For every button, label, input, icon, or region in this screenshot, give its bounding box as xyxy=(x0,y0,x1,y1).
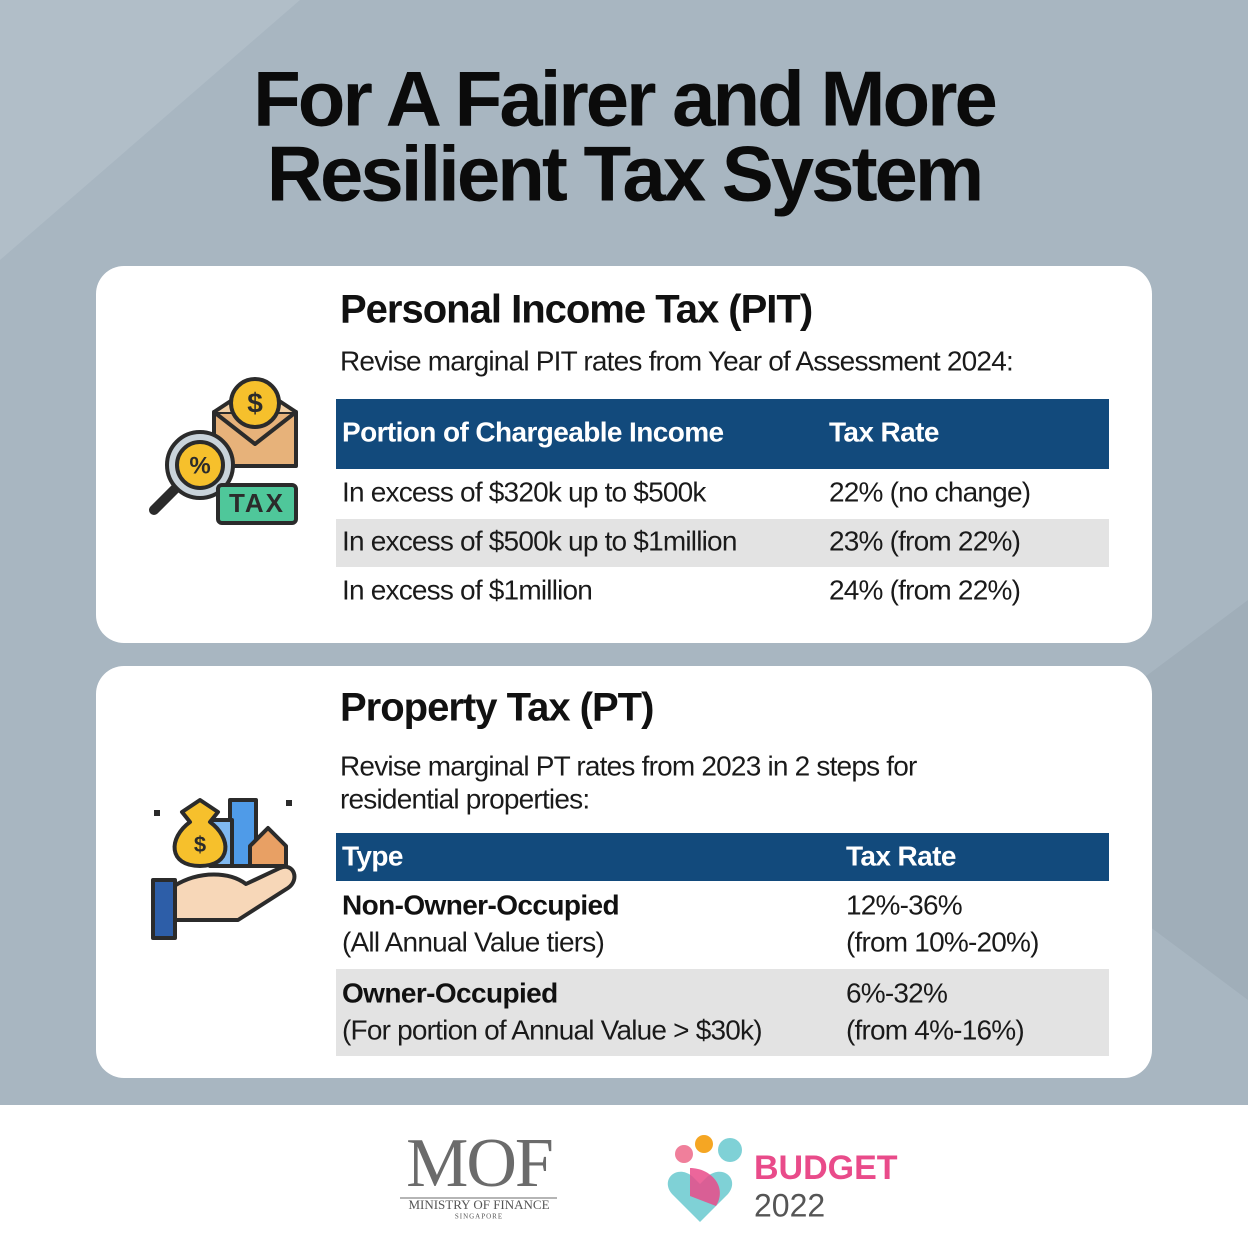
title: Resilient Tax System xyxy=(267,130,982,218)
footer xyxy=(0,1105,1248,1248)
table-header-cell: Tax Rate xyxy=(829,416,939,447)
table-header-cell: Tax Rate xyxy=(846,840,956,871)
table-cell: (from 4%-16%) xyxy=(846,1014,1024,1045)
table-cell: Owner-Occupied xyxy=(342,977,558,1008)
table-row-shade xyxy=(336,519,1109,567)
logo-text: BUDGET xyxy=(754,1149,898,1187)
table-cell: Non-Owner-Occupied xyxy=(342,889,619,920)
table-cell: 23% (from 22%) xyxy=(829,525,1020,556)
table-cell: In excess of $1million xyxy=(342,574,592,605)
logo-text: MINISTRY OF FINANCE xyxy=(408,1197,549,1212)
section-description: Revise marginal PT rates from 2023 in 2 … xyxy=(340,750,917,781)
table-cell: In excess of $320k up to $500k xyxy=(342,476,707,507)
icon-text: $ xyxy=(247,387,263,418)
table-cell: 22% (no change) xyxy=(829,476,1030,507)
background-shape xyxy=(0,0,300,260)
table-cell: 12%-36% xyxy=(846,889,962,920)
table-header-cell: Portion of Chargeable Income xyxy=(342,416,724,447)
icon-text: TAX xyxy=(229,488,285,518)
mof-logo: MOF MINISTRY OF FINANCE SINGAPORE xyxy=(400,1125,557,1221)
section-description: residential properties: xyxy=(340,783,589,814)
table-header-cell: Type xyxy=(342,840,403,871)
icon-text: % xyxy=(189,452,210,479)
table-cell: (from 10%-20%) xyxy=(846,926,1039,957)
section-description: Revise marginal PIT rates from Year of A… xyxy=(340,345,1013,376)
icon-text: $ xyxy=(194,832,206,857)
budget-logo: BUDGET 2022 xyxy=(667,1135,898,1223)
section-heading: Property Tax (PT) xyxy=(340,686,653,730)
title: For A Fairer and More xyxy=(253,55,995,143)
table-header xyxy=(336,399,1109,469)
table-cell: 24% (from 22%) xyxy=(829,574,1020,605)
table-cell: 6%-32% xyxy=(846,977,947,1008)
logo-text: SINGAPORE xyxy=(455,1213,503,1221)
section-heading: Personal Income Tax (PIT) xyxy=(340,288,812,332)
table-header xyxy=(336,833,1109,881)
table-cell: (For portion of Annual Value > $30k) xyxy=(342,1014,762,1045)
tax-icon: $ % TAX xyxy=(149,377,298,525)
table-row-shade xyxy=(336,969,1109,1056)
logo-text: MOF xyxy=(406,1125,552,1202)
logo-text: 2022 xyxy=(754,1187,825,1223)
table-cell: (All Annual Value tiers) xyxy=(342,926,604,957)
property-icon: $ xyxy=(151,798,297,940)
table-cell: In excess of $500k up to $1million xyxy=(342,525,737,556)
